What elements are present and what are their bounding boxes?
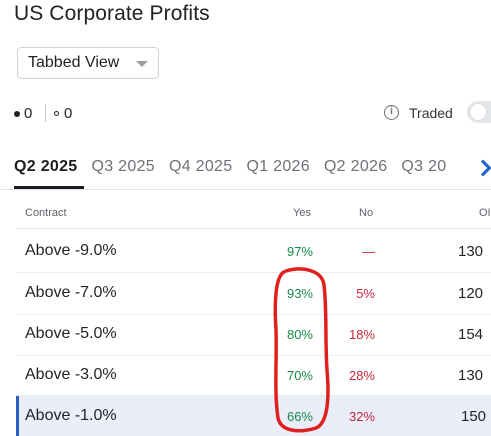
row-no-price[interactable]: 18% (348, 327, 375, 342)
row-no-price[interactable]: 28% (348, 368, 375, 383)
row-contract: Above -5.0% (25, 325, 117, 342)
row-yes-price[interactable]: 93% (286, 286, 313, 301)
row-yes-price[interactable]: 70% (286, 368, 313, 383)
header-oi: OI (479, 207, 491, 219)
table-row[interactable]: Above -9.0% 97% — 130 (16, 231, 491, 271)
row-yes-price[interactable]: 66% (286, 409, 313, 424)
page-title: US Corporate Profits (14, 2, 210, 25)
toggle-knob (470, 104, 486, 120)
row-divider (16, 355, 491, 356)
row-yes-price[interactable]: 80% (286, 327, 313, 342)
hollow-dot-icon (54, 111, 59, 116)
table-header-divider (16, 228, 491, 229)
row-no-price[interactable]: 32% (348, 409, 375, 424)
table-row-selected[interactable]: Above -1.0% 66% 32% 150 (16, 396, 491, 436)
row-contract: Above -7.0% (25, 284, 117, 301)
filled-dot-count: 0 (24, 105, 33, 122)
tab-q1-2026[interactable]: Q1 2026 (246, 158, 310, 175)
filled-dot-icon (14, 110, 20, 117)
view-select-dropdown[interactable]: Tabbed View (17, 47, 159, 79)
header-contract: Contract (25, 207, 67, 219)
counter-divider (45, 104, 46, 122)
table-row[interactable]: Above -5.0% 80% 18% 154 (16, 314, 491, 354)
filled-dot-counter: 0 (14, 105, 32, 122)
row-divider (16, 395, 491, 396)
row-divider (16, 314, 491, 315)
row-no-price[interactable]: 5% (356, 286, 375, 301)
row-yes-price[interactable]: 97% (286, 244, 313, 259)
traded-toggle[interactable] (467, 101, 491, 123)
header-no: No (359, 207, 374, 219)
tab-q3-2025[interactable]: Q3 2025 (91, 158, 155, 175)
row-open-interest: 130 (458, 367, 484, 384)
row-contract: Above -1.0% (25, 407, 117, 424)
chevron-down-icon (136, 61, 148, 67)
row-open-interest: 150 (461, 408, 487, 425)
row-open-interest: 130 (458, 243, 484, 260)
tab-q3-2026[interactable]: Q3 20 (401, 158, 447, 175)
row-open-interest: 120 (458, 285, 484, 302)
row-divider (16, 272, 491, 273)
row-open-interest: 154 (458, 326, 484, 343)
table-row[interactable]: Above -7.0% 93% 5% 120 (16, 273, 491, 313)
table-row[interactable]: Above -3.0% 70% 28% 130 (16, 355, 491, 395)
view-select-value: Tabbed View (28, 54, 120, 71)
active-tab-indicator (14, 186, 84, 189)
tab-q2-2025[interactable]: Q2 2025 (14, 158, 78, 175)
info-icon[interactable]: i (384, 105, 399, 120)
hollow-dot-counter: 0 (54, 105, 72, 122)
tabs-next-button[interactable] (474, 155, 491, 181)
tabs-divider (0, 189, 491, 190)
traded-label: Traded (409, 105, 453, 121)
row-contract: Above -9.0% (25, 242, 117, 259)
quarter-tabs: Q2 2025 Q3 2025 Q4 2025 Q1 2026 Q2 2026 … (14, 158, 461, 176)
chevron-right-icon (474, 159, 491, 177)
tab-q2-2026[interactable]: Q2 2026 (323, 158, 388, 175)
header-yes: Yes (293, 207, 311, 219)
hollow-dot-count: 0 (64, 105, 73, 122)
tab-q4-2025[interactable]: Q4 2025 (168, 158, 233, 175)
row-contract: Above -3.0% (25, 366, 117, 383)
table-header: Contract Yes No OI (0, 200, 491, 228)
row-no-price[interactable]: — (362, 244, 375, 259)
